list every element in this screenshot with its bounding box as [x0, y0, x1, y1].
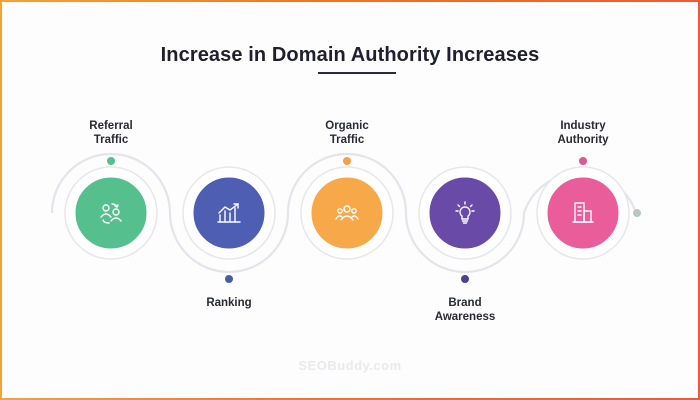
- bar-chart-trend-icon: [209, 193, 249, 233]
- user-group-icon: [327, 193, 367, 233]
- label-industry-authority: Industry Authority: [557, 120, 609, 146]
- users-exchange-icon: [91, 193, 131, 233]
- marker-dot-brand-awareness: [461, 275, 469, 283]
- watermark-text: SEOBuddy.com: [298, 358, 402, 373]
- marker-dot-ranking: [225, 275, 233, 283]
- label-organic-traffic: Organic Traffic: [325, 120, 369, 146]
- building-document-icon: [563, 193, 603, 233]
- marker-dot-industry-authority: [579, 157, 587, 165]
- step-circle-brand-awareness: [426, 174, 504, 252]
- step-circle-ranking: [190, 174, 268, 252]
- title-underline: [318, 72, 396, 74]
- lightbulb-icon: [445, 193, 485, 233]
- label-ranking: Ranking: [206, 297, 252, 309]
- diagram-title: Increase in Domain Authority Increases: [160, 44, 540, 66]
- wave-path: [50, 152, 638, 274]
- step-circle-industry-authority: [544, 174, 622, 252]
- step-circle-referral-traffic: [72, 174, 150, 252]
- step-circle-organic-traffic: [308, 174, 386, 252]
- path-end-dot: [633, 209, 641, 217]
- label-brand-awareness: Brand Awareness: [434, 297, 496, 323]
- marker-dot-referral-traffic: [107, 157, 115, 165]
- marker-dot-organic-traffic: [343, 157, 351, 165]
- label-referral-traffic: Referral Traffic: [89, 120, 133, 146]
